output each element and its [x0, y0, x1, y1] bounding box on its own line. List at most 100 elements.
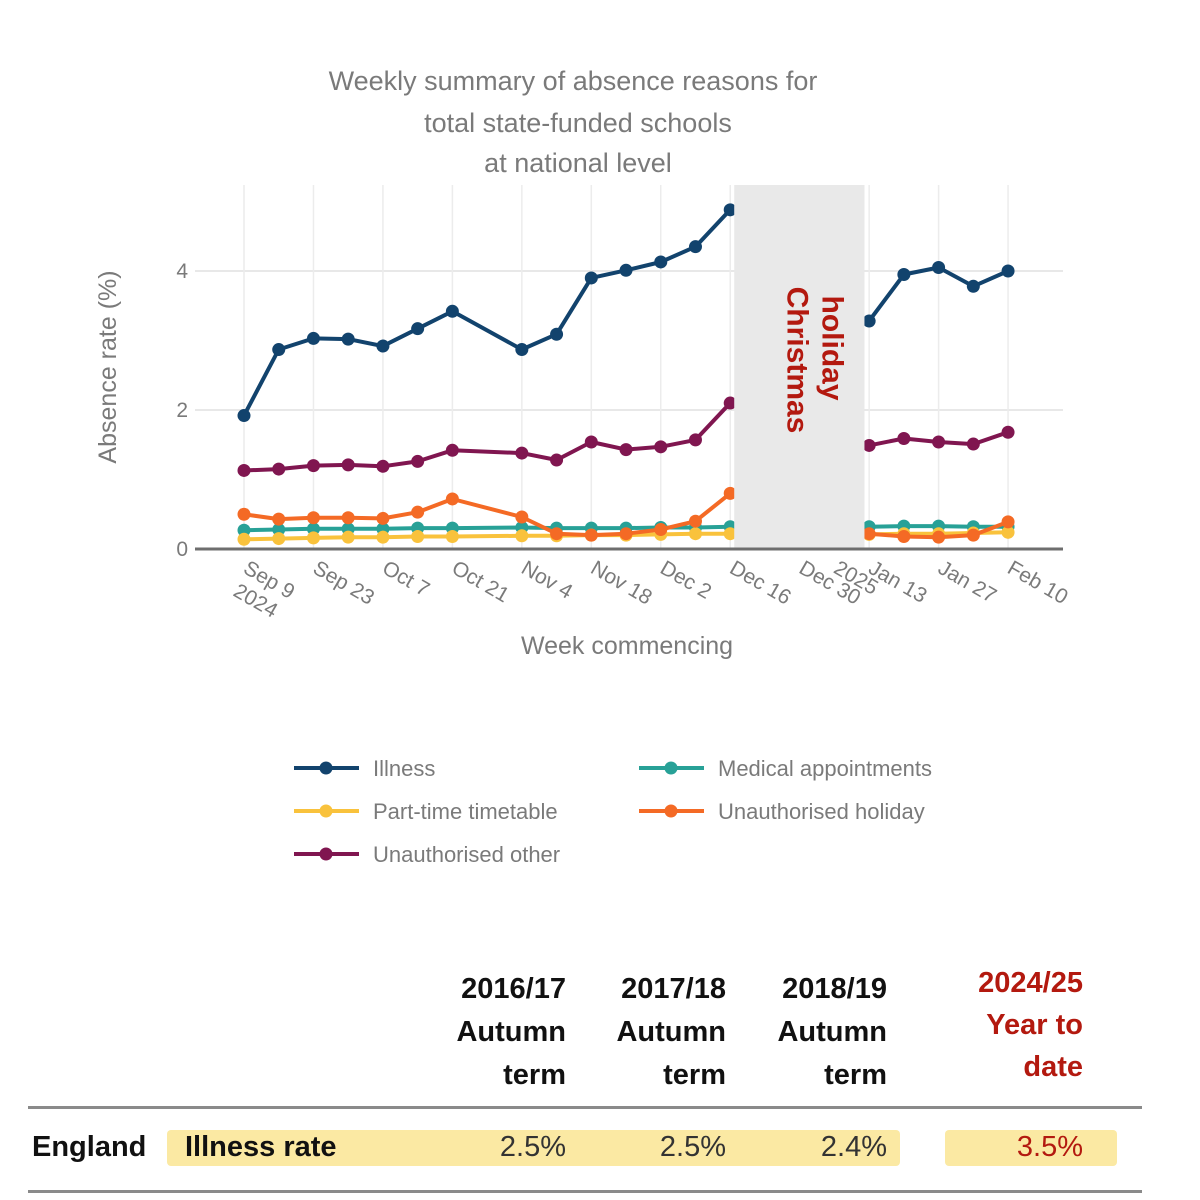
legend-swatch-marker [664, 761, 678, 775]
legend-label: Part-time timetable [373, 799, 558, 824]
data-point [862, 438, 876, 452]
data-point [1001, 515, 1015, 529]
plot-grid [195, 185, 1063, 549]
col-header-2018-19: 2018/19 Autumn term [777, 973, 887, 1091]
illness-rate-table: 2016/17 Autumn term 2017/18 Autumn term … [0, 960, 1200, 1200]
data-point [272, 512, 286, 526]
data-point [1001, 525, 1015, 539]
legend-label: Medical appointments [718, 756, 932, 781]
legend-label: Illness [373, 756, 435, 781]
y-axis-title: Absence rate (%) [94, 270, 122, 463]
data-point [341, 511, 355, 525]
data-point [584, 271, 598, 285]
data-point [654, 523, 668, 537]
data-point [723, 486, 737, 500]
holiday-label-line-1: Christmas [780, 287, 813, 434]
data-point [341, 458, 355, 472]
value-2016-17: 2.5% [499, 1131, 566, 1163]
data-point [550, 453, 564, 467]
table-top-rule [28, 1106, 1142, 1109]
data-point [306, 522, 320, 536]
col-header-2024-25: 2024/25 Year to date [978, 967, 1083, 1083]
data-point [272, 462, 286, 476]
data-point [237, 532, 251, 546]
data-point [411, 505, 425, 519]
data-point [966, 279, 980, 293]
series-layer [237, 203, 1015, 546]
y-axis: 0 2 4 [176, 260, 188, 561]
data-point [515, 446, 529, 460]
x-tick-label: Sep 23 [309, 556, 378, 609]
x-tick-label: Feb 10 [1004, 556, 1072, 609]
data-point [306, 511, 320, 525]
legend-swatch-marker [664, 804, 678, 818]
data-point [619, 443, 633, 457]
legend-label: Unauthorised holiday [718, 799, 925, 824]
data-point [237, 507, 251, 521]
y-tick-label: 4 [176, 260, 188, 283]
value-2018-19: 2.4% [820, 1131, 887, 1163]
data-point [723, 396, 737, 410]
legend-item-medical-appointments: Medical appointments [639, 756, 932, 781]
data-point [376, 511, 390, 525]
data-point [341, 332, 355, 346]
x-tick-label: Nov 4 [517, 556, 576, 604]
data-point [966, 528, 980, 542]
data-point [237, 523, 251, 537]
data-point [862, 527, 876, 541]
data-point [654, 440, 668, 454]
row-label-england: England [32, 1131, 147, 1163]
x-tick-label: Oct 21 [448, 556, 513, 607]
data-point [688, 514, 702, 528]
data-point [411, 529, 425, 543]
chart-legend: Illness Medical appointments Part-time tim… [294, 756, 932, 867]
data-point [966, 437, 980, 451]
data-point [237, 409, 251, 423]
legend-item-unauthorised-other: Unauthorised other [294, 842, 560, 867]
data-point [376, 339, 390, 353]
year-to-date-highlight-bar [945, 1130, 1117, 1166]
data-point [862, 314, 876, 328]
data-point [619, 263, 633, 277]
y-tick-label: 2 [176, 399, 188, 422]
data-point [515, 529, 529, 543]
data-point [306, 331, 320, 345]
x-tick-label: Dec 2 [656, 556, 715, 603]
data-point [932, 435, 946, 449]
col-header-2016-17: 2016/17 Autumn term [456, 973, 566, 1091]
table-bottom-rule [28, 1190, 1142, 1193]
data-point [272, 343, 286, 357]
x-tick-label: Dec 16 [726, 556, 795, 609]
data-point [550, 327, 564, 341]
data-point [341, 530, 355, 544]
data-point [723, 527, 737, 541]
row-metric-illness-rate: Illness rate [185, 1131, 337, 1163]
data-point [411, 322, 425, 336]
series-line-segment [242, 208, 732, 417]
data-point [306, 531, 320, 545]
data-point [272, 532, 286, 546]
illness-rate-highlight-bar [167, 1130, 900, 1166]
chart-title-line-1: Weekly summary of absence reasons for [329, 66, 818, 96]
legend-swatch-marker [319, 847, 333, 861]
legend-item-illness: Illness [294, 756, 435, 781]
data-point [445, 529, 459, 543]
holiday-label-line-2: holiday [815, 295, 848, 400]
data-point [619, 527, 633, 541]
series-unauthorised-holiday [237, 486, 1015, 544]
y-tick-label: 0 [176, 538, 188, 561]
data-point [897, 431, 911, 445]
data-point [306, 459, 320, 473]
data-point [932, 261, 946, 275]
value-2017-18: 2.5% [659, 1131, 726, 1163]
legend-label: Unauthorised other [373, 842, 560, 867]
legend-swatch-marker [319, 804, 333, 818]
data-point [550, 527, 564, 541]
data-point [688, 433, 702, 447]
data-point [515, 510, 529, 524]
data-point [445, 443, 459, 457]
data-point [688, 240, 702, 254]
x-axis-title: Week commencing [521, 632, 733, 660]
x-tick-label: Jan 27 [934, 556, 1000, 607]
absence-line-chart: Weekly summary of absence reasons for to… [94, 66, 1072, 867]
